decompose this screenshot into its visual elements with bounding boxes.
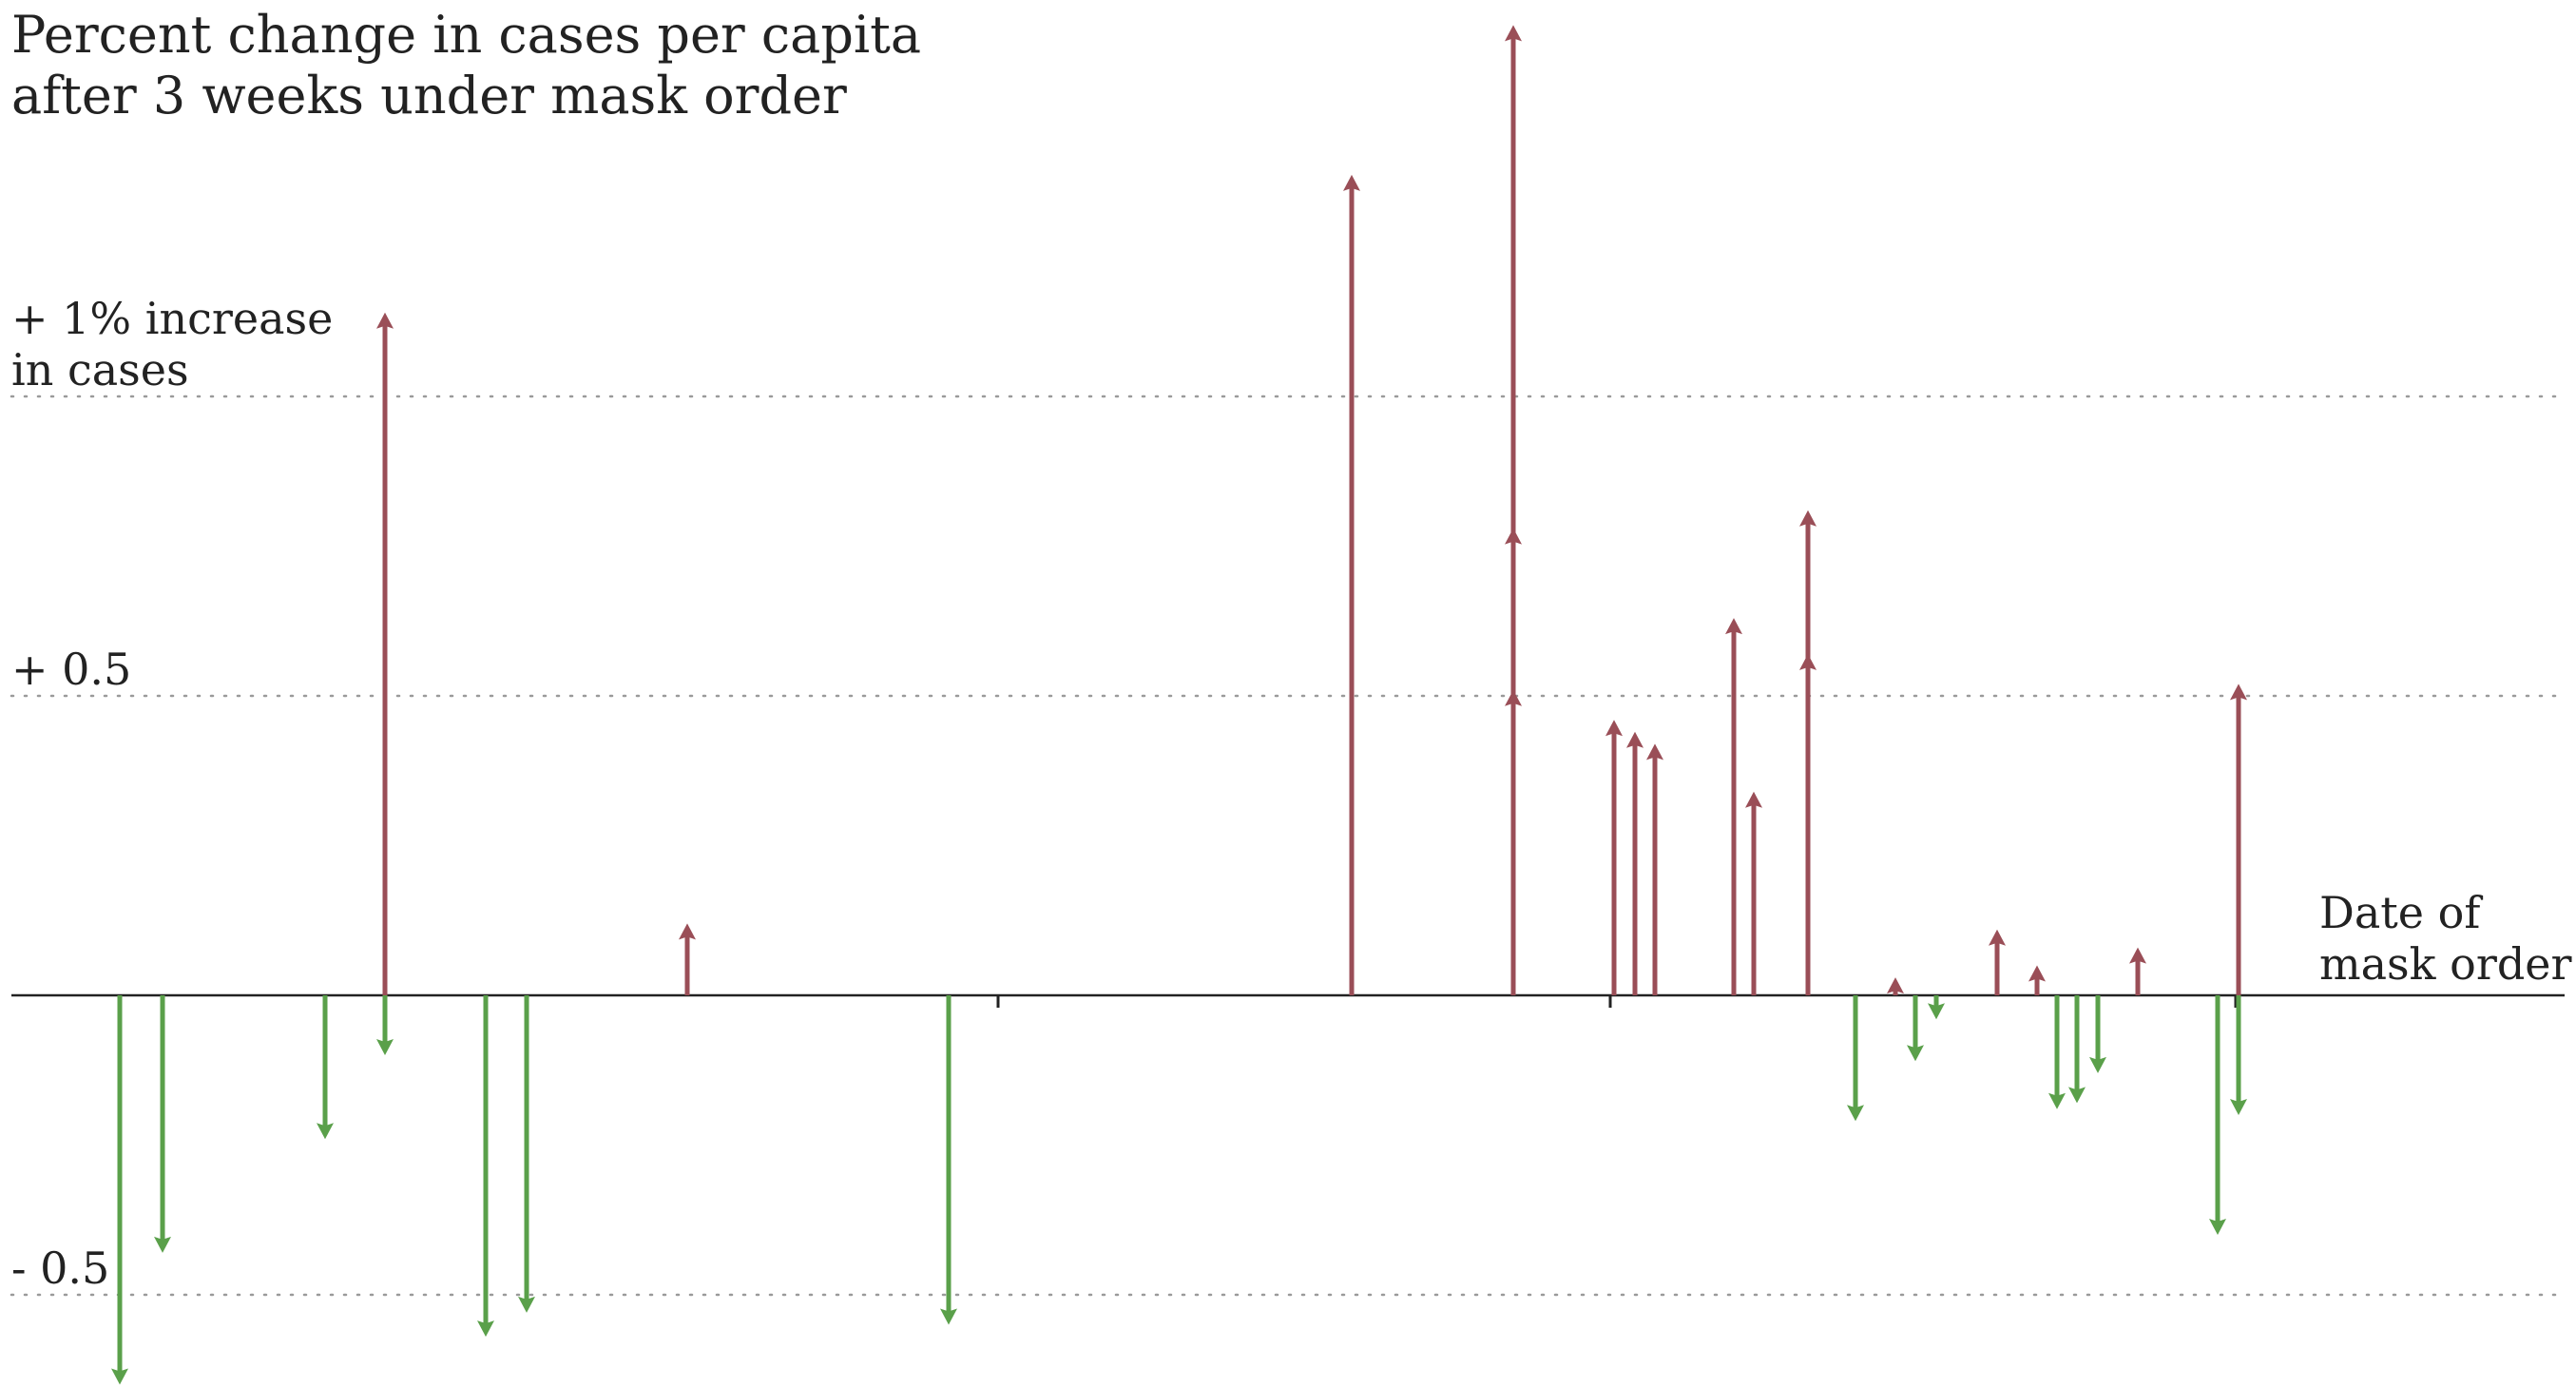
arrow-head-1 [154,1236,171,1253]
gridline-label-0: + 1% increase in cases [11,293,333,395]
arrow-head-27 [2068,1087,2086,1104]
decrease-arrow-30 [2209,995,2226,1235]
gridline-label-1-line-0: + 0.5 [11,644,131,695]
arrow-head-29 [2129,947,2146,964]
decrease-arrow-28 [2089,995,2106,1073]
decrease-arrow-22 [1907,995,1924,1062]
decrease-arrow-8 [940,995,957,1325]
arrow-head-26 [2048,1092,2066,1109]
increase-arrow-9 [1343,174,1360,995]
increase-arrow-15 [1646,743,1663,995]
arrow-head-23 [1928,1003,1945,1020]
arrow-head-2 [317,1123,334,1140]
arrow-head-32 [2230,1099,2247,1115]
gridline-label-0-line-1: in cases [11,344,189,395]
decrease-arrow-20 [1847,995,1864,1122]
gridline-label-1: + 0.5 [11,644,131,695]
decrease-arrow-27 [2068,995,2086,1104]
increase-arrow-25 [2028,965,2046,995]
increase-arrow-29 [2129,947,2146,995]
gridline-label-2-line-0: - 0.5 [11,1243,109,1294]
arrow-head-13 [1605,720,1623,737]
increase-arrow-24 [1989,929,2006,995]
gridlines [10,395,2566,1297]
increase-arrow-17 [1745,791,1762,995]
decrease-arrow-32 [2230,995,2247,1115]
increase-arrow-16 [1725,618,1742,995]
arrow-head-3 [376,312,394,329]
arrow-head-4 [376,1039,394,1055]
arrow-head-0 [111,1368,128,1385]
decrease-arrow-26 [2048,995,2066,1109]
arrow-head-19 [1799,653,1817,670]
chart-title-line-1: Percent change in cases per capita [11,5,921,65]
x-axis-ticks [383,995,2238,1008]
increase-arrow-31 [2230,684,2247,995]
arrow-head-9 [1343,174,1360,191]
arrow-head-7 [679,923,696,940]
baseline-label: Date of mask order [2319,887,2572,990]
arrow-head-12 [1505,689,1522,706]
decrease-arrow-2 [317,995,334,1140]
arrow-head-18 [1799,510,1817,527]
arrow-head-17 [1745,791,1762,808]
arrow-head-16 [1725,618,1742,635]
arrow-head-5 [477,1320,494,1338]
arrow-head-15 [1646,743,1663,761]
chart-title: Percent change in cases per capita after… [11,5,937,125]
decrease-arrow-0 [111,995,128,1385]
arrow-head-31 [2230,684,2247,701]
baseline-label-line-1: Date of [2319,887,2483,938]
decrease-arrow-4 [376,995,394,1055]
y-axis-labels: + 1% increase in cases + 0.5 - 0.5 [11,293,333,1294]
arrow-head-30 [2209,1219,2226,1235]
arrow-head-28 [2089,1056,2106,1073]
arrow-head-20 [1847,1105,1864,1122]
arrow-head-22 [1907,1045,1924,1062]
decrease-arrow-6 [518,995,535,1313]
arrow-head-6 [518,1296,535,1313]
increase-arrow-21 [1887,977,1904,995]
chart-title-line-2: after 3 weeks under mask order [11,66,847,125]
arrow-head-10 [1505,25,1522,42]
increase-arrow-7 [679,923,696,995]
arrow-head-21 [1887,977,1904,994]
increase-arrow-3 [376,312,394,995]
arrow-series [111,25,2247,1385]
increase-arrow-12 [1505,689,1522,995]
gridline-label-0-line-0: + 1% increase [11,293,333,344]
arrow-head-14 [1626,731,1644,748]
gridline-label-2: - 0.5 [11,1243,109,1294]
decrease-arrow-1 [154,995,171,1253]
arrow-head-25 [2028,965,2046,982]
arrow-head-24 [1989,929,2006,946]
baseline-label-line-2: mask order [2319,938,2572,990]
arrow-head-8 [940,1308,957,1325]
arrow-head-11 [1505,528,1522,545]
increase-arrow-14 [1626,731,1644,995]
increase-arrow-13 [1605,720,1623,995]
decrease-arrow-5 [477,995,494,1338]
decrease-arrow-23 [1928,995,1945,1020]
increase-arrow-19 [1799,653,1817,995]
